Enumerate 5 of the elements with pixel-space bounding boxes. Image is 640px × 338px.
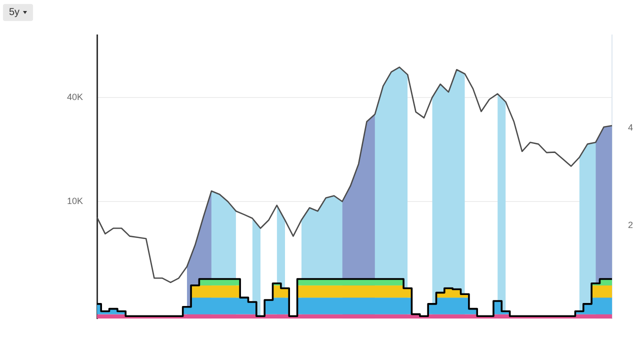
y2-tick-label: 2 bbox=[628, 220, 634, 230]
y2-tick-label: 4 bbox=[628, 122, 634, 132]
y-tick-label: 10K bbox=[66, 196, 83, 206]
range-dropdown: 5y bbox=[3, 4, 33, 21]
y-tick-label: 40K bbox=[66, 92, 83, 102]
